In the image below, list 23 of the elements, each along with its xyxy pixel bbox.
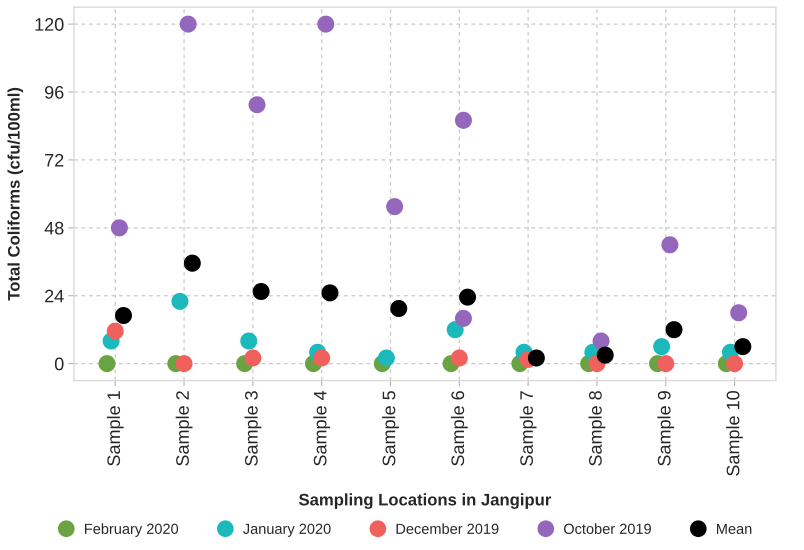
- y-tick-label: 72: [45, 154, 64, 166]
- legend-label: January 2020: [243, 524, 331, 537]
- x-axis-title: Sampling Locations in Jangipur: [299, 493, 552, 509]
- x-tick-label: Sample 10: [726, 391, 743, 476]
- x-tick-label: Sample 1: [106, 391, 124, 466]
- legend-label: December 2019: [396, 523, 498, 534]
- legend-label: October 2019: [564, 523, 651, 534]
- y-tick-label: 0: [54, 358, 64, 370]
- x-tick-label: Sample 6: [450, 391, 468, 466]
- x-tick-label: Sample 5: [382, 391, 399, 466]
- x-tick-label: Sample 9: [657, 391, 674, 466]
- x-tick-label: Sample 2: [176, 391, 192, 466]
- y-tick-label: 120: [36, 18, 64, 31]
- y-tick-label: 24: [45, 290, 64, 302]
- y-tick-label: 48: [44, 222, 64, 235]
- x-tick-label: Sample 7: [520, 391, 537, 466]
- legend-label: Mean: [716, 524, 752, 534]
- y-axis-title: Total Coliforms (cfu/100ml): [7, 88, 24, 300]
- x-tick-label: Sample 4: [313, 390, 330, 466]
- y-tick-label: 96: [45, 86, 64, 99]
- x-tick-label: Sample 8: [588, 391, 606, 466]
- x-tick-label: Sample 3: [244, 391, 262, 466]
- legend-label: February 2020: [85, 523, 178, 537]
